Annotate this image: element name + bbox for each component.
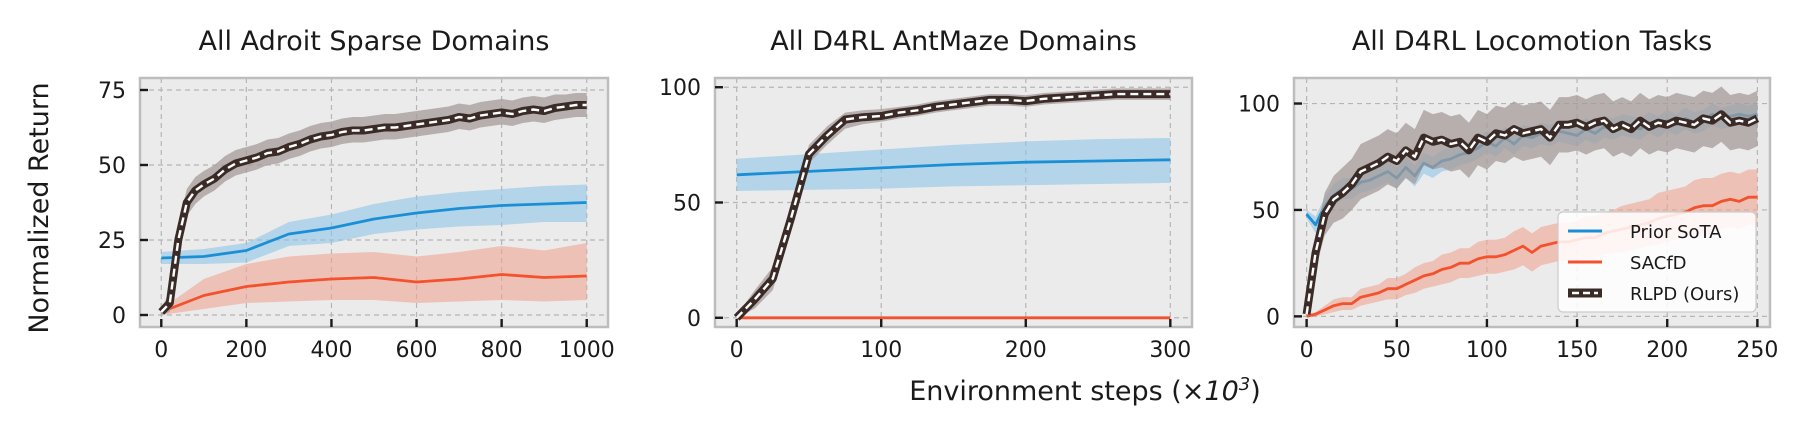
x-tick-label-0: 0: [154, 338, 168, 363]
y-tick-label-0: 0: [112, 304, 126, 329]
x-axis-label-text: Environment steps (: [909, 376, 1182, 407]
y-tick-label-2: 50: [98, 154, 126, 179]
series-line-rlpd-dash: [1305, 112, 1758, 315]
x-tick-label-2: 400: [310, 338, 352, 363]
legend-frame: [1557, 211, 1757, 313]
x-tick-label-5: 1000: [559, 338, 615, 363]
x-tick-label-5: 250: [1736, 338, 1778, 363]
x-axis-label-exponent: 3: [1239, 374, 1250, 395]
panel-antmaze: 0 100 200 300 0 50 100 All D4RL AntMaze Domains: [659, 26, 1194, 363]
panel-adroit: 0 200 400 600 800 1000 0 25 50 75 All Adroit Spars…: [98, 26, 615, 363]
y-tick-label-1: 25: [98, 229, 126, 254]
y-tick-label-2: 100: [659, 76, 701, 101]
panel-locomotion: 0 50 100 150 200 250 0 50 100 All D4RL Locomotion…: [1238, 26, 1778, 363]
x-axis-label-math: ×10: [1182, 376, 1239, 407]
x-tick-label-1: 200: [225, 338, 267, 363]
y-axis-label: Normalized Return: [24, 82, 55, 333]
y-tick-label-1: 50: [1252, 199, 1280, 224]
band-prior: [161, 184, 587, 264]
series-line-rlpd-dash: [160, 103, 587, 313]
x-axis-label: Environment steps (×103): [909, 374, 1261, 407]
x-axis-label-close: ): [1250, 376, 1261, 407]
plot-frame: [138, 76, 610, 329]
series-line-rlpd-dash: [735, 92, 1171, 319]
series-line-prior: [736, 158, 1171, 177]
plot-frame: [1292, 76, 1772, 329]
y-tick-label-1: 50: [673, 192, 701, 217]
x-tick-label-0: 0: [730, 338, 744, 363]
panel-title-antmaze: All D4RL AntMaze Domains: [770, 26, 1137, 57]
x-tick-label-3: 150: [1556, 338, 1598, 363]
x-tick-label-2: 200: [1005, 338, 1047, 363]
panel-title-adroit: All Adroit Sparse Domains: [199, 26, 550, 57]
legend-label-prior: Prior SoTA: [1630, 222, 1722, 243]
band-sacfd: [161, 243, 587, 315]
series-line-sacfd: [160, 273, 587, 314]
x-tick-label-2: 100: [1466, 338, 1508, 363]
x-tick-label-1: 50: [1383, 338, 1411, 363]
band-sacfd: [1306, 169, 1758, 317]
panel-title-locomotion: All D4RL Locomotion Tasks: [1352, 26, 1712, 57]
y-tick-label-3: 75: [98, 79, 126, 104]
legend: Prior SoTA SACfD RLPD (Ours): [1557, 211, 1757, 313]
y-tick-label-0: 0: [1266, 305, 1280, 330]
x-tick-label-3: 300: [1149, 338, 1191, 363]
series-line-prior: [161, 201, 587, 260]
x-tick-label-3: 600: [396, 338, 438, 363]
y-tick-label-2: 100: [1238, 93, 1280, 118]
x-tick-label-1: 100: [860, 338, 902, 363]
x-tick-label-4: 200: [1646, 338, 1688, 363]
y-tick-label-0: 0: [687, 307, 701, 332]
x-tick-label-0: 0: [1300, 338, 1314, 363]
legend-label-sacfd: SACfD: [1630, 253, 1687, 274]
legend-label-rlpd: RLPD (Ours): [1630, 284, 1739, 305]
x-tick-label-4: 800: [481, 338, 523, 363]
band-rlpd: [161, 93, 587, 315]
